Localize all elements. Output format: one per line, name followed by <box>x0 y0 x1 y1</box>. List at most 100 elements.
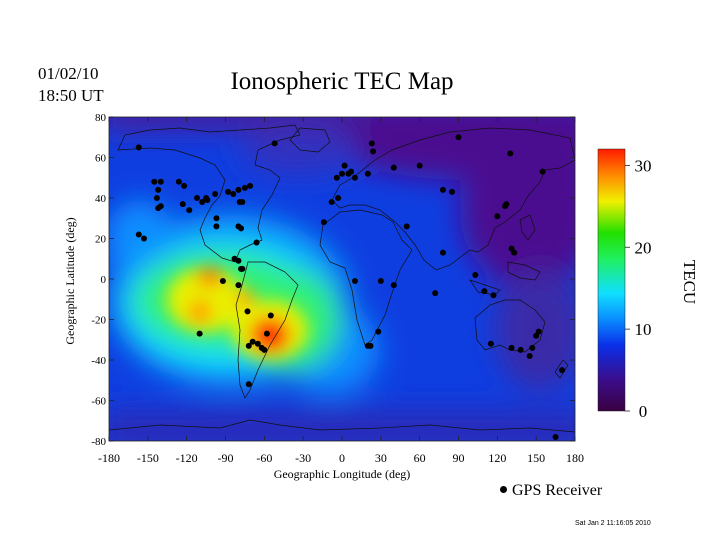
timestamp-footer: Sat Jan 2 11:16:05 2010 <box>575 520 651 527</box>
gps-receiver-marker <box>135 231 142 238</box>
date-label: 01/02/10 <box>38 64 99 83</box>
gps-receiver-marker <box>263 330 270 337</box>
colorbar-tick-label: 10 <box>635 320 652 339</box>
y-tick-label: 80 <box>95 112 107 124</box>
coastlines <box>109 124 575 433</box>
gps-receiver-marker <box>238 225 245 232</box>
gps-receiver-marker <box>472 271 479 278</box>
x-tick-label: 30 <box>375 451 387 465</box>
gps-receiver-marker <box>502 203 509 210</box>
gps-receiver-marker <box>370 148 377 155</box>
gps-receiver-marker <box>403 223 410 230</box>
x-tick-label: 0 <box>339 451 345 465</box>
gps-receiver-marker <box>194 195 201 201</box>
gps-receiver-marker <box>517 346 524 353</box>
gps-receiver-marker <box>186 207 193 214</box>
gps-receiver-marker <box>212 190 219 197</box>
gps-receiver-marker <box>552 433 559 440</box>
gps-receiver-marker <box>181 182 188 189</box>
gps-receiver-marker <box>481 288 488 295</box>
gps-receiver-marker <box>341 162 348 169</box>
x-tick-label: 120 <box>488 451 506 465</box>
gps-receiver-marker <box>375 328 382 335</box>
gps-receiver-marker <box>245 381 252 388</box>
x-axis-label: Geographic Longitude (deg) <box>274 467 411 481</box>
gps-receiver-marker <box>348 168 355 175</box>
gps-receiver-marker <box>249 338 256 345</box>
gps-receiver-marker <box>449 188 456 195</box>
gps-receiver-marker <box>155 205 162 212</box>
gps-receiver-marker <box>235 282 242 289</box>
y-tick-label: -40 <box>91 355 106 367</box>
legend: GPS Receiver <box>500 482 602 500</box>
colorbar-tick-label: 20 <box>635 238 652 257</box>
gps-receiver-marker <box>535 328 542 335</box>
x-tick-label: -180 <box>98 451 120 465</box>
x-tick-label: -150 <box>137 451 159 465</box>
gps-receiver-marker <box>157 178 164 185</box>
gps-receiver-marker <box>245 342 252 349</box>
gps-receiver-marker <box>320 219 327 226</box>
gps-receiver-marker <box>155 186 162 193</box>
gps-receiver-marker <box>239 265 246 272</box>
gps-receiver-marker <box>235 257 242 264</box>
x-tick-label: -120 <box>176 451 198 465</box>
gps-receiver-marker <box>390 164 397 171</box>
x-tick-label: -30 <box>295 451 311 465</box>
chart-title: Ionospheric TEC Map <box>230 68 454 95</box>
gps-receiver-marker <box>507 150 514 157</box>
x-tick-label: -60 <box>256 451 272 465</box>
y-tick-label: 60 <box>95 153 107 165</box>
gps-receiver-marker <box>335 195 342 201</box>
gps-receiver-marker <box>490 292 497 299</box>
gps-receiver-marker <box>253 239 260 246</box>
gps-receiver-marker <box>487 340 494 347</box>
gps-receiver-marker <box>204 197 211 204</box>
gps-receiver-marker <box>364 342 371 349</box>
gps-receiver-marker <box>432 290 439 297</box>
gps-receiver-marker <box>339 170 345 177</box>
gps-receiver-marker <box>455 134 462 141</box>
gps-receiver-marker <box>140 235 147 242</box>
gps-receiver-marker <box>153 195 160 201</box>
gps-receiver-marker <box>368 140 375 147</box>
gps-receiver-marker <box>135 144 142 151</box>
gps-receiver-marker <box>416 162 423 169</box>
gps-receiver-marker <box>247 182 254 189</box>
gps-receiver-marker <box>328 199 335 206</box>
gps-receiver-marker <box>494 213 501 220</box>
gps-receiver-marker <box>364 170 371 177</box>
y-axis: 80 60 40 20 0 -20 -40 -60 -80 <box>91 112 575 448</box>
y-tick-label: -60 <box>91 396 106 408</box>
tec-heatmap <box>109 117 575 441</box>
colorbar-ticks: 0 10 20 30 <box>625 156 652 421</box>
gps-receiver-marker <box>333 174 340 181</box>
gps-receiver-marker <box>254 340 261 347</box>
y-tick-label: 0 <box>101 274 107 286</box>
gps-receiver-marker <box>225 188 232 195</box>
x-tick-label: 150 <box>527 451 545 465</box>
gps-receiver-marker <box>239 199 246 206</box>
gps-receiver-marker <box>261 346 268 353</box>
gps-receiver-marker <box>175 178 182 185</box>
colorbar-tick-label: 30 <box>635 156 652 175</box>
gps-receiver-marker <box>213 223 220 230</box>
gps-receiver-marker <box>439 249 446 256</box>
time-label: 18:50 UT <box>38 86 104 105</box>
gps-receiver-dot-icon <box>500 485 507 493</box>
gps-receiver-marker <box>351 278 358 285</box>
gps-receiver-marker <box>351 174 358 181</box>
gps-receiver-marker <box>559 367 566 374</box>
gps-receiver-marker <box>271 140 278 147</box>
gps-receiver-marker <box>196 330 203 337</box>
gps-receiver-marker <box>539 168 546 175</box>
legend-label: GPS Receiver <box>512 482 603 499</box>
x-tick-label: 60 <box>414 451 426 465</box>
gps-receiver-marker <box>267 312 274 319</box>
gps-receiver-marker <box>526 352 533 359</box>
x-tick-label: 180 <box>566 451 584 465</box>
gps-receivers <box>135 134 566 440</box>
colorbar-label: TECU <box>680 260 699 304</box>
y-tick-label: -20 <box>91 315 106 327</box>
